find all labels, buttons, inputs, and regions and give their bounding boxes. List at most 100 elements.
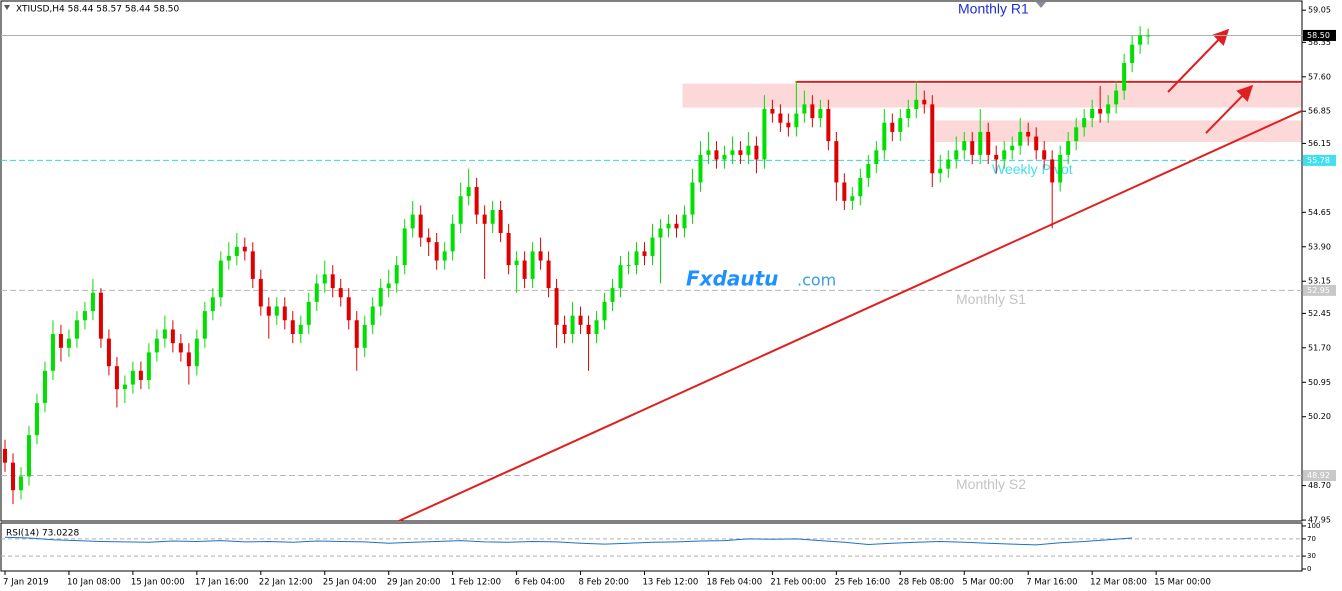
- candle-body: [66, 338, 71, 348]
- candle-body: [2, 448, 7, 463]
- candle-body: [762, 108, 767, 160]
- candle-body: [722, 154, 727, 160]
- candle-body: [386, 283, 391, 289]
- y-tick-label: 50.20: [1308, 412, 1331, 421]
- candle-body: [538, 251, 543, 261]
- candle-body: [1122, 63, 1127, 91]
- candle-body: [954, 150, 959, 160]
- candle-body: [18, 476, 23, 491]
- y-tick-label: 50.95: [1308, 378, 1331, 387]
- y-tick-label: 51.70: [1308, 343, 1331, 352]
- candle-body: [450, 223, 455, 252]
- candle-body: [786, 122, 791, 128]
- candle-body: [866, 164, 871, 178]
- candle-body: [514, 260, 519, 266]
- x-tick-label: 18 Feb 04:00: [706, 578, 762, 588]
- candle-body: [778, 113, 783, 123]
- candle-body: [394, 265, 399, 284]
- level-box: [1303, 284, 1336, 296]
- candle-body: [474, 187, 479, 215]
- candle-body: [1050, 159, 1055, 183]
- x-tick-label: 17 Jan 16:00: [195, 578, 249, 588]
- y-tick-label: 0: [1307, 565, 1311, 573]
- chart-title: XTIUSD,H4 58.44 58.57 58.44 58.50: [16, 5, 180, 15]
- arrow: [1205, 84, 1254, 134]
- trend-line: [398, 109, 1303, 522]
- candle-body: [202, 311, 207, 339]
- candle-body: [418, 214, 423, 238]
- candle-body: [26, 435, 31, 477]
- candle-body: [274, 306, 279, 316]
- candle-body: [282, 306, 287, 321]
- y-tick-label: 59.05: [1308, 6, 1331, 15]
- candle-body: [706, 150, 711, 155]
- y-tick-label: 48.70: [1308, 481, 1331, 490]
- level-value-label: 52.95: [1307, 286, 1330, 295]
- candle-body: [650, 237, 655, 256]
- x-tick-label: 12 Mar 08:00: [1090, 578, 1147, 588]
- candle-body: [618, 265, 623, 289]
- candle-body: [298, 324, 303, 335]
- candle-body: [994, 154, 999, 160]
- candle-body: [922, 99, 927, 105]
- candle-body: [82, 311, 87, 321]
- candle-body: [410, 214, 415, 229]
- candle-body: [826, 108, 831, 142]
- x-tick-label: 10 Jan 08:00: [67, 578, 121, 588]
- candle-body: [290, 320, 295, 335]
- candle-body: [738, 150, 743, 155]
- candle-body: [146, 352, 151, 380]
- candle-body: [170, 329, 175, 344]
- candle-body: [810, 104, 815, 119]
- candle-body: [226, 255, 231, 261]
- candle-body: [370, 306, 375, 325]
- candle-body: [794, 113, 799, 128]
- candle-body: [122, 384, 127, 390]
- candle-body: [666, 223, 671, 229]
- candle-body: [242, 246, 247, 252]
- level-value-label: 55.78: [1307, 156, 1330, 165]
- x-tick-label: 29 Jan 20:00: [387, 578, 441, 588]
- candle-body: [986, 131, 991, 155]
- level-name: Monthly S1: [956, 291, 1026, 307]
- candle-body: [842, 182, 847, 201]
- x-tick-label: 15 Mar 00:00: [1154, 578, 1211, 588]
- candle-body: [90, 292, 95, 312]
- candle-body: [858, 177, 863, 197]
- candle-body: [178, 343, 183, 353]
- level-marker: [1036, 2, 1046, 8]
- candle-body: [362, 324, 367, 348]
- candle-body: [1138, 35, 1143, 45]
- candle-body: [1090, 108, 1095, 119]
- candle-body: [914, 99, 919, 109]
- candle-body: [530, 251, 535, 279]
- candle-body: [802, 104, 807, 114]
- candle-body: [898, 118, 903, 132]
- candle-body: [138, 370, 143, 380]
- candle-body: [634, 251, 639, 266]
- candle-body: [498, 210, 503, 233]
- candle-body: [466, 187, 471, 197]
- candle-body: [1034, 136, 1039, 151]
- candle-body: [306, 301, 311, 325]
- candle-body: [458, 196, 463, 224]
- x-tick-label: 25 Feb 16:00: [834, 578, 890, 588]
- candle-body: [74, 320, 79, 339]
- candle-body: [882, 122, 887, 151]
- candle-body: [354, 320, 359, 348]
- y-tick-label: 53.90: [1308, 242, 1331, 251]
- candle-body: [10, 462, 15, 491]
- y-tick-label: 56.15: [1308, 139, 1331, 148]
- annotation: Monthly R1: [958, 1, 1029, 17]
- candle-body: [642, 251, 647, 256]
- candle-body: [194, 338, 199, 367]
- x-tick-label: 25 Jan 04:00: [323, 578, 377, 588]
- candle-body: [834, 141, 839, 183]
- candle-body: [154, 338, 159, 353]
- level-box: [1303, 154, 1336, 166]
- candle-body: [1146, 35, 1151, 37]
- y-tick-label: 52.45: [1308, 309, 1331, 318]
- y-tick-label: 54.65: [1308, 208, 1331, 217]
